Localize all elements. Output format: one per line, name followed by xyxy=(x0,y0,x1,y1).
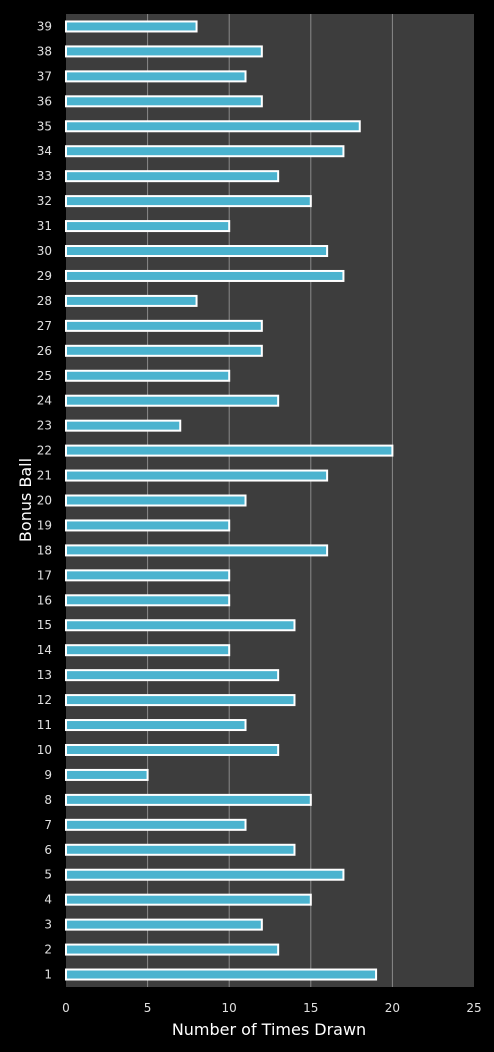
y-tick-label: 3 xyxy=(44,918,52,932)
bar-18 xyxy=(65,544,329,557)
bar-17 xyxy=(65,569,231,582)
bar-10 xyxy=(65,743,280,756)
bar-4 xyxy=(65,893,312,906)
y-tick-labels: 1234567891011121314151617181920212223242… xyxy=(37,19,52,981)
bar-38 xyxy=(65,45,263,58)
y-tick-label: 19 xyxy=(37,518,52,532)
bar-33 xyxy=(65,170,280,183)
bar-9 xyxy=(65,768,149,781)
bar-24 xyxy=(65,394,280,407)
y-tick-label: 4 xyxy=(44,893,52,907)
y-tick-label: 12 xyxy=(37,693,52,707)
y-tick-label: 9 xyxy=(44,768,52,782)
bar-34 xyxy=(65,145,345,158)
x-tick-label: 10 xyxy=(222,1001,237,1015)
y-tick-label: 26 xyxy=(37,344,52,358)
bar-14 xyxy=(65,644,231,657)
y-tick-label: 2 xyxy=(44,943,52,957)
bar-7 xyxy=(65,818,247,831)
bar-19 xyxy=(65,519,231,532)
y-tick-label: 32 xyxy=(37,194,52,208)
y-tick-label: 1 xyxy=(44,968,52,982)
y-tick-label: 22 xyxy=(37,444,52,458)
y-tick-label: 7 xyxy=(44,818,52,832)
bar-28 xyxy=(65,294,198,307)
bar-27 xyxy=(65,319,263,332)
bar-13 xyxy=(65,669,280,682)
bar-22 xyxy=(65,444,394,457)
bar-1 xyxy=(65,968,378,981)
y-tick-label: 24 xyxy=(37,394,52,408)
y-tick-label: 35 xyxy=(37,119,52,133)
bars xyxy=(65,20,394,981)
bar-3 xyxy=(65,918,263,931)
bar-26 xyxy=(65,344,263,357)
y-tick-label: 36 xyxy=(37,94,52,108)
bar-16 xyxy=(65,594,231,607)
y-tick-label: 10 xyxy=(37,743,52,757)
x-tick-label: 15 xyxy=(303,1001,318,1015)
bar-5 xyxy=(65,868,345,881)
bar-31 xyxy=(65,220,231,233)
y-tick-label: 28 xyxy=(37,294,52,308)
bar-30 xyxy=(65,245,329,258)
x-tick-label: 5 xyxy=(144,1001,152,1015)
y-tick-label: 8 xyxy=(44,793,52,807)
y-tick-label: 39 xyxy=(37,19,52,33)
x-axis-title: Number of Times Drawn xyxy=(172,1020,366,1039)
bar-39 xyxy=(65,20,198,33)
y-tick-label: 30 xyxy=(37,244,52,258)
bar-21 xyxy=(65,469,329,482)
y-tick-label: 23 xyxy=(37,419,52,433)
y-tick-label: 6 xyxy=(44,843,52,857)
y-tick-label: 29 xyxy=(37,269,52,283)
x-tick-label: 25 xyxy=(466,1001,481,1015)
bar-15 xyxy=(65,619,296,632)
y-tick-label: 27 xyxy=(37,319,52,333)
y-tick-label: 37 xyxy=(37,69,52,83)
y-tick-label: 34 xyxy=(37,144,52,158)
y-tick-label: 20 xyxy=(37,494,52,508)
bar-35 xyxy=(65,120,361,133)
y-tick-label: 31 xyxy=(37,219,52,233)
bar-37 xyxy=(65,70,247,83)
y-tick-label: 17 xyxy=(37,568,52,582)
y-tick-label: 38 xyxy=(37,44,52,58)
x-tick-label: 20 xyxy=(385,1001,400,1015)
y-tick-label: 16 xyxy=(37,593,52,607)
bar-36 xyxy=(65,95,263,108)
y-tick-label: 14 xyxy=(37,643,52,657)
bar-23 xyxy=(65,419,182,432)
bar-6 xyxy=(65,843,296,856)
bar-12 xyxy=(65,694,296,707)
bar-11 xyxy=(65,719,247,732)
y-tick-label: 13 xyxy=(37,668,52,682)
y-tick-label: 25 xyxy=(37,369,52,383)
x-tick-labels: 0 5 10 15 20 25 xyxy=(62,1001,481,1015)
y-tick-label: 11 xyxy=(37,718,52,732)
bar-25 xyxy=(65,369,231,382)
bar-32 xyxy=(65,195,312,208)
bar-20 xyxy=(65,494,247,507)
y-tick-label: 33 xyxy=(37,169,52,183)
y-tick-label: 18 xyxy=(37,543,52,557)
bar-29 xyxy=(65,269,345,282)
y-axis-title: Bonus Ball xyxy=(16,458,35,542)
y-tick-label: 15 xyxy=(37,618,52,632)
y-tick-label: 5 xyxy=(44,868,52,882)
bar-2 xyxy=(65,943,280,956)
bar-8 xyxy=(65,793,312,806)
x-tick-label: 0 xyxy=(62,1001,70,1015)
y-tick-label: 21 xyxy=(37,469,52,483)
